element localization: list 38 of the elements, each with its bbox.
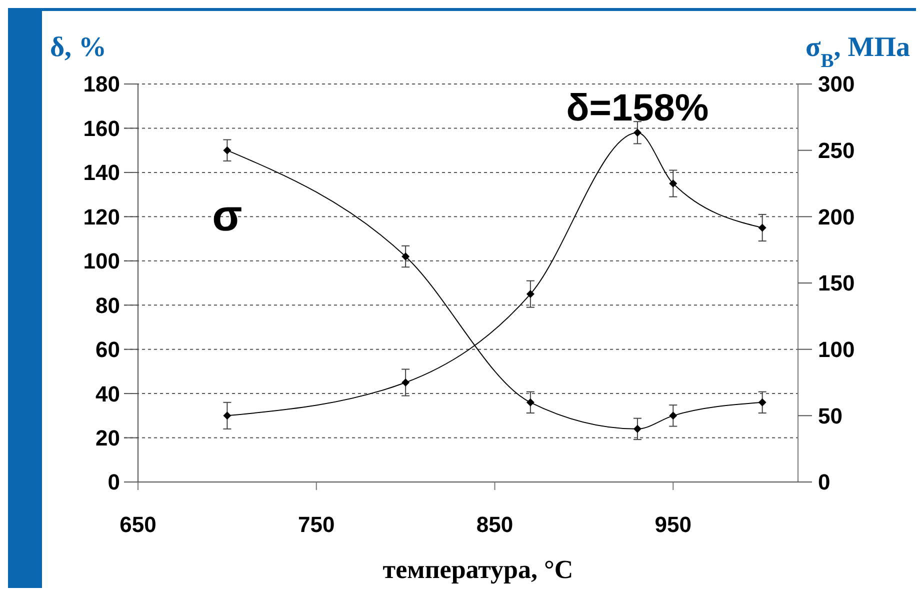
point (669, 180, 678, 188)
y2-tick-label: 200 (818, 204, 855, 230)
y2-tick-label: 100 (818, 337, 855, 362)
x-tick-label: 650 (120, 512, 156, 537)
y-tick-label: 120 (83, 204, 120, 230)
point (633, 128, 642, 137)
point (633, 424, 642, 433)
y2-tick-label: 0 (818, 470, 830, 495)
series-label: σ (212, 191, 242, 240)
point (758, 224, 766, 232)
y2-tick-label: 150 (818, 270, 855, 296)
point (526, 398, 534, 406)
y2-axis-title: σ$_{В}$, МПа (805, 32, 910, 72)
x-axis-title: температура, °C (382, 555, 574, 584)
y2-tick-label: 300 (818, 72, 855, 97)
x-tick-label: 950 (654, 512, 692, 537)
x-tick-label: 850 (476, 512, 514, 537)
y-tick-label: 20 (96, 425, 120, 450)
point (402, 252, 410, 260)
point (223, 146, 232, 154)
point (526, 290, 534, 298)
annotation: δ=158% (566, 88, 709, 130)
y2-tick-label: 250 (818, 138, 855, 164)
x-tick-label: 750 (298, 512, 335, 537)
y-tick-label: 60 (96, 337, 120, 362)
y-tick-label: 140 (83, 160, 120, 186)
y-tick-label: 100 (83, 248, 120, 274)
y-tick-label: 80 (96, 292, 120, 318)
y-tick-label: 0 (108, 470, 120, 495)
point (669, 412, 678, 420)
y-tick-label: 40 (96, 381, 120, 406)
point (223, 412, 232, 420)
y-tick-label: 180 (83, 72, 120, 97)
y-tick-label: 160 (83, 116, 120, 141)
point (758, 398, 766, 406)
y2-tick-label: 50 (818, 403, 842, 428)
point (402, 378, 410, 386)
y-axis-title: δ, % (50, 32, 107, 63)
